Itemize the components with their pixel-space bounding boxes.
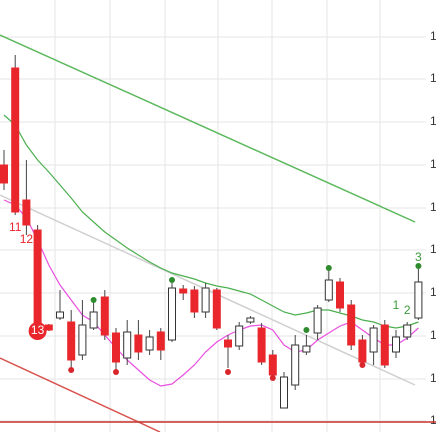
candle-body: [336, 281, 344, 309]
y-tick-label: 1: [430, 328, 436, 342]
signal-dot: [113, 369, 119, 375]
candle-body: [324, 279, 333, 301]
y-tick-label: 1: [430, 242, 436, 256]
annotation-label: 1: [393, 298, 400, 312]
candle-body: [56, 311, 64, 319]
candle-body: [403, 324, 412, 338]
signal-dot: [68, 367, 75, 373]
y-tick-label: 1: [430, 29, 436, 43]
candle-body: [112, 332, 120, 363]
candle-body: [0, 164, 8, 184]
candle-body: [302, 345, 311, 353]
candle-body: [235, 325, 244, 347]
candle-body: [145, 336, 154, 351]
signal-dot: [225, 369, 231, 375]
candle-body: [78, 324, 87, 356]
y-tick-label: 1: [430, 371, 436, 385]
signal-dot: [269, 375, 276, 381]
candle-body: [268, 354, 277, 376]
candle-body: [89, 311, 98, 329]
candle-body: [369, 327, 378, 353]
candle-body: [22, 199, 31, 226]
annotation-label: 3: [415, 250, 422, 264]
signal-dot: [325, 265, 332, 271]
candle-body: [123, 331, 132, 359]
candle-body: [224, 339, 232, 348]
candle-body: [168, 287, 176, 341]
candle-body: [11, 67, 20, 213]
candle-body: [33, 229, 42, 326]
candle-body: [347, 304, 356, 346]
y-tick-label: 1: [430, 114, 436, 128]
trend-line: [0, 34, 416, 223]
candle-body: [414, 281, 423, 319]
signal-dot: [415, 263, 422, 269]
y-tick-label: 1: [430, 71, 436, 85]
annotation-label: 2: [404, 303, 411, 317]
signal-dot: [90, 297, 97, 303]
annotation-label: 11: [9, 220, 22, 234]
y-tick-label: 1: [430, 157, 436, 171]
candle-body: [212, 289, 221, 329]
candle-body: [100, 296, 109, 336]
candle-body: [246, 317, 255, 323]
annotation-label: 13: [31, 323, 45, 337]
candle-body: [280, 376, 288, 409]
candle-body: [134, 334, 143, 353]
signal-dot: [303, 327, 310, 333]
candle-body: [313, 307, 322, 334]
candle-body: [67, 321, 76, 361]
candle-body: [358, 339, 367, 363]
candle-body: [257, 327, 266, 363]
candle-body: [291, 344, 300, 386]
signal-dot: [169, 277, 175, 283]
candle-body: [201, 287, 210, 313]
y-tick-label: 1: [430, 413, 436, 427]
average-line: [3, 114, 419, 329]
candle-body: [179, 288, 188, 294]
y-tick-label: 1: [430, 200, 436, 214]
annotation-label: 12: [20, 232, 34, 246]
candle-body: [156, 331, 165, 351]
annotation-badge: [28, 322, 47, 340]
candle-body: [380, 324, 389, 366]
signal-dot: [359, 362, 366, 368]
trend-line: [0, 357, 161, 432]
y-tick-label: 1: [430, 285, 436, 299]
candle-body: [190, 289, 199, 313]
candle-body: [392, 336, 400, 353]
